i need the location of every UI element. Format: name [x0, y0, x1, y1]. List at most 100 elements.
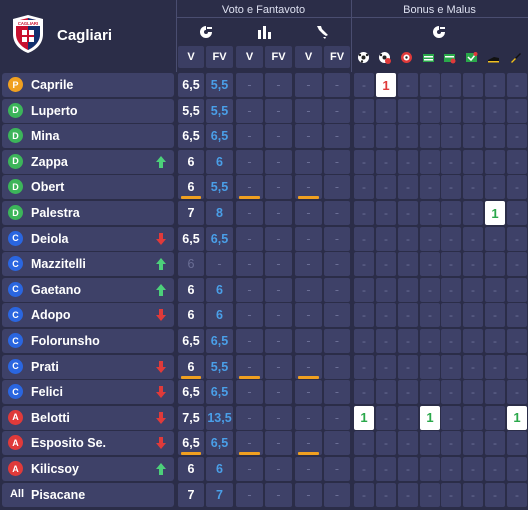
vote-cell: -	[236, 252, 263, 277]
player-name-cell[interactable]: D Obert	[2, 175, 174, 200]
player-row[interactable]: C Folorunsho 6,5 6,5- - - - - - - - - - - -	[0, 329, 528, 354]
trend-up-icon	[156, 155, 166, 168]
player-name: Felici	[31, 385, 63, 400]
role-badge: C	[8, 307, 23, 323]
player-name-cell[interactable]: D Luperto	[2, 98, 174, 123]
player-name-cell[interactable]: P Caprile	[2, 73, 174, 97]
bonus-cell: -	[507, 149, 527, 174]
vote-cell: -	[236, 124, 263, 149]
player-name-cell[interactable]: C Gaetano	[2, 277, 174, 302]
player-row[interactable]: C Deiola 6,5 6,5- - - - - - - - - - - -	[0, 226, 528, 252]
fantavote-cell: 13,5	[206, 405, 233, 430]
player-row[interactable]: C Felici 6,5 6,5- - - - - - - - - - - -	[0, 380, 528, 405]
bonus-cell: -	[420, 482, 440, 507]
player-row[interactable]: A Esposito Se. 6,5 6,5- - - - - - - - - - - -	[0, 431, 528, 456]
svg-text:CAGLIARI: CAGLIARI	[18, 21, 38, 26]
bonus-cell: -	[420, 252, 440, 277]
player-row[interactable]: All Pisacane 7 7- - - - - - - - - - - -	[0, 482, 528, 508]
bonus-cell: -	[398, 226, 418, 251]
player-name-cell[interactable]: C Deiola	[2, 226, 174, 251]
player-name-cell[interactable]: C Prati	[2, 354, 174, 379]
assist-icon	[488, 57, 499, 63]
player-row[interactable]: C Gaetano 6 6- - - - - - - - - - - -	[0, 277, 528, 303]
bonus-cell: -	[485, 329, 505, 353]
vote-cell: -	[295, 124, 322, 149]
bonus-cell: -	[441, 149, 461, 174]
fantavote-cell: 6,5	[206, 226, 233, 251]
role-badge: D	[8, 102, 23, 118]
bonus-cell: -	[376, 175, 396, 200]
fantavote-cell: -	[265, 457, 292, 481]
bonus-cell: -	[441, 303, 461, 328]
fantavote-cell: 5,5	[206, 175, 233, 200]
bonus-cell: -	[376, 149, 396, 174]
fantavote-cell: -	[265, 405, 292, 430]
player-name-cell[interactable]: A Belotti	[2, 405, 174, 430]
player-name-cell[interactable]: C Folorunsho	[2, 329, 174, 353]
source-fantacalcio-bonus-icon[interactable]	[431, 24, 447, 40]
bonus-cell: -	[376, 98, 396, 123]
player-row[interactable]: C Prati 6 5,5- - - - - - - - - - - -	[0, 354, 528, 380]
bonus-cell: -	[463, 329, 483, 353]
player-row[interactable]: D Obert 6 5,5- - - - - - - - - - - -	[0, 175, 528, 200]
vote-cell: -	[236, 226, 263, 251]
vote-cell: -	[236, 277, 263, 302]
bonus-cell: -	[507, 98, 527, 123]
col-head-fv: FV	[265, 46, 292, 68]
vote-cell: -	[236, 175, 263, 200]
bonus-cell: -	[398, 329, 418, 353]
source-fantacalcio-icon[interactable]	[198, 24, 214, 40]
bonus-cell: -	[485, 482, 505, 507]
source-stats-icon[interactable]	[256, 24, 272, 40]
player-row[interactable]: D Mina 6,5 6,5- - - - - - - - - - - -	[0, 124, 528, 149]
bonus-cell: -	[485, 98, 505, 123]
vote-cell: 6	[178, 457, 204, 481]
player-name-cell[interactable]: C Adopo	[2, 303, 174, 328]
player-name-cell[interactable]: D Mina	[2, 124, 174, 149]
fantavote-cell: 8	[206, 201, 233, 225]
player-name-cell[interactable]: A Esposito Se.	[2, 431, 174, 456]
player-row[interactable]: D Palestra 7 8- - - - - - - - - -1-	[0, 201, 528, 226]
fantavote-cell: -	[324, 354, 350, 379]
underline-marker	[181, 196, 201, 200]
fantavote-cell: -	[324, 149, 350, 174]
bonus-cell: -	[398, 149, 418, 174]
player-name-cell[interactable]: C Mazzitelli	[2, 252, 174, 277]
player-name-cell[interactable]: C Felici	[2, 380, 174, 405]
player-name: Obert	[31, 180, 65, 195]
bonus-cell: -	[376, 303, 396, 328]
vote-cell: -	[295, 354, 322, 379]
player-name-cell[interactable]: D Palestra	[2, 201, 174, 225]
vote-cell: 6,5	[178, 329, 204, 353]
bonus-cell: -	[463, 124, 483, 149]
player-row[interactable]: A Kilicsoy 6 6- - - - - - - - - - - -	[0, 457, 528, 482]
bonus-cell: -	[420, 149, 440, 174]
player-name-cell[interactable]: A Kilicsoy	[2, 457, 174, 481]
underline-marker	[298, 452, 319, 456]
player-name-cell[interactable]: All Pisacane	[2, 482, 174, 507]
vote-cell: -	[236, 303, 263, 328]
player-row[interactable]: P Caprile 6,5 5,5- - - - -1- - - - - -	[0, 73, 528, 98]
vote-cell: -	[295, 329, 322, 353]
player-row[interactable]: A Belotti 7,5 13,5- - - -1- -1- - -1	[0, 405, 528, 431]
player-row[interactable]: D Zappa 6 6- - - - - - - - - - - -	[0, 149, 528, 175]
fantavote-cell: -	[324, 226, 350, 251]
fantavote-cell: -	[265, 303, 292, 328]
vote-cell: -	[236, 405, 263, 430]
bonus-cell: -	[441, 73, 461, 97]
source-italy-icon[interactable]	[314, 24, 330, 40]
bonus-cell: -	[441, 124, 461, 149]
fantavote-cell: -	[324, 405, 350, 430]
player-row[interactable]: D Luperto 5,5 5,5- - - - - - - - - - - -	[0, 98, 528, 124]
fantavote-cell: -	[265, 149, 292, 174]
bonus-cell: -	[463, 149, 483, 174]
player-row[interactable]: C Mazzitelli 6- - - - - - - - - - - - -	[0, 252, 528, 277]
player-row[interactable]: C Adopo 6 6- - - - - - - - - - - -	[0, 303, 528, 328]
bonus-cell: -	[420, 175, 440, 200]
fantavote-cell: -	[324, 73, 350, 97]
underline-marker	[181, 375, 201, 379]
bonus-cell: -	[463, 252, 483, 277]
underline-marker	[239, 375, 260, 379]
bonus-cell: -	[507, 303, 527, 328]
player-name-cell[interactable]: D Zappa	[2, 149, 174, 174]
